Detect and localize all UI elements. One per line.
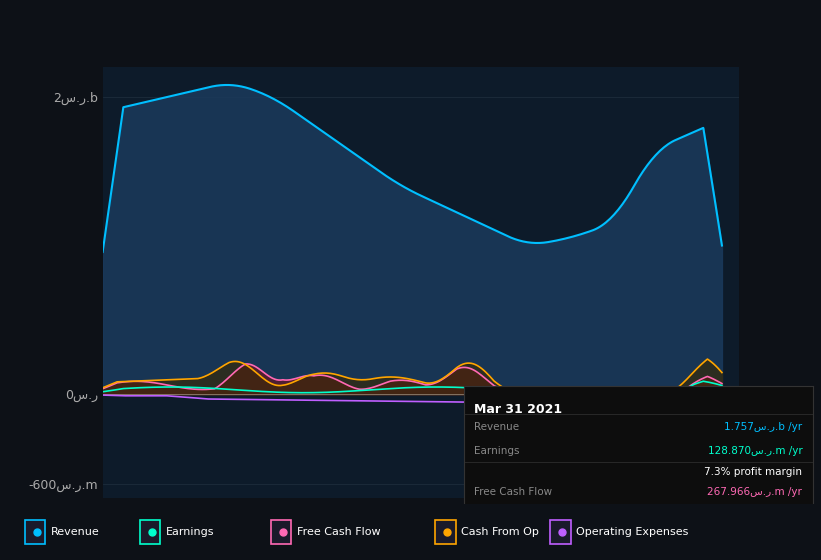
Text: Operating Expenses: Operating Expenses [576,527,689,537]
Text: Revenue: Revenue [51,527,99,537]
Text: Cash From Op: Cash From Op [461,527,539,537]
Text: 87.295س.ر.m /yr: 87.295س.ر.m /yr [714,535,802,545]
Text: 295.529س.ر.m /yr: 295.529س.ر.m /yr [708,511,802,521]
Text: Free Cash Flow: Free Cash Flow [297,527,381,537]
Text: Revenue: Revenue [475,422,520,432]
Text: 1.757س.ر.b /yr: 1.757س.ر.b /yr [724,422,802,432]
FancyBboxPatch shape [550,520,571,544]
Text: Mar 31 2021: Mar 31 2021 [475,403,562,417]
Text: Cash From Op: Cash From Op [475,511,548,521]
FancyBboxPatch shape [271,520,291,544]
Text: 267.966س.ر.m /yr: 267.966س.ر.m /yr [708,487,802,497]
Text: Earnings: Earnings [475,446,520,456]
Text: Free Cash Flow: Free Cash Flow [475,487,553,497]
FancyBboxPatch shape [25,520,45,544]
Text: Earnings: Earnings [166,527,214,537]
Text: Operating Expenses: Operating Expenses [475,535,580,545]
FancyBboxPatch shape [140,520,160,544]
Text: 128.870س.ر.m /yr: 128.870س.ر.m /yr [708,446,802,456]
FancyBboxPatch shape [435,520,456,544]
Text: 7.3% profit margin: 7.3% profit margin [704,467,802,477]
